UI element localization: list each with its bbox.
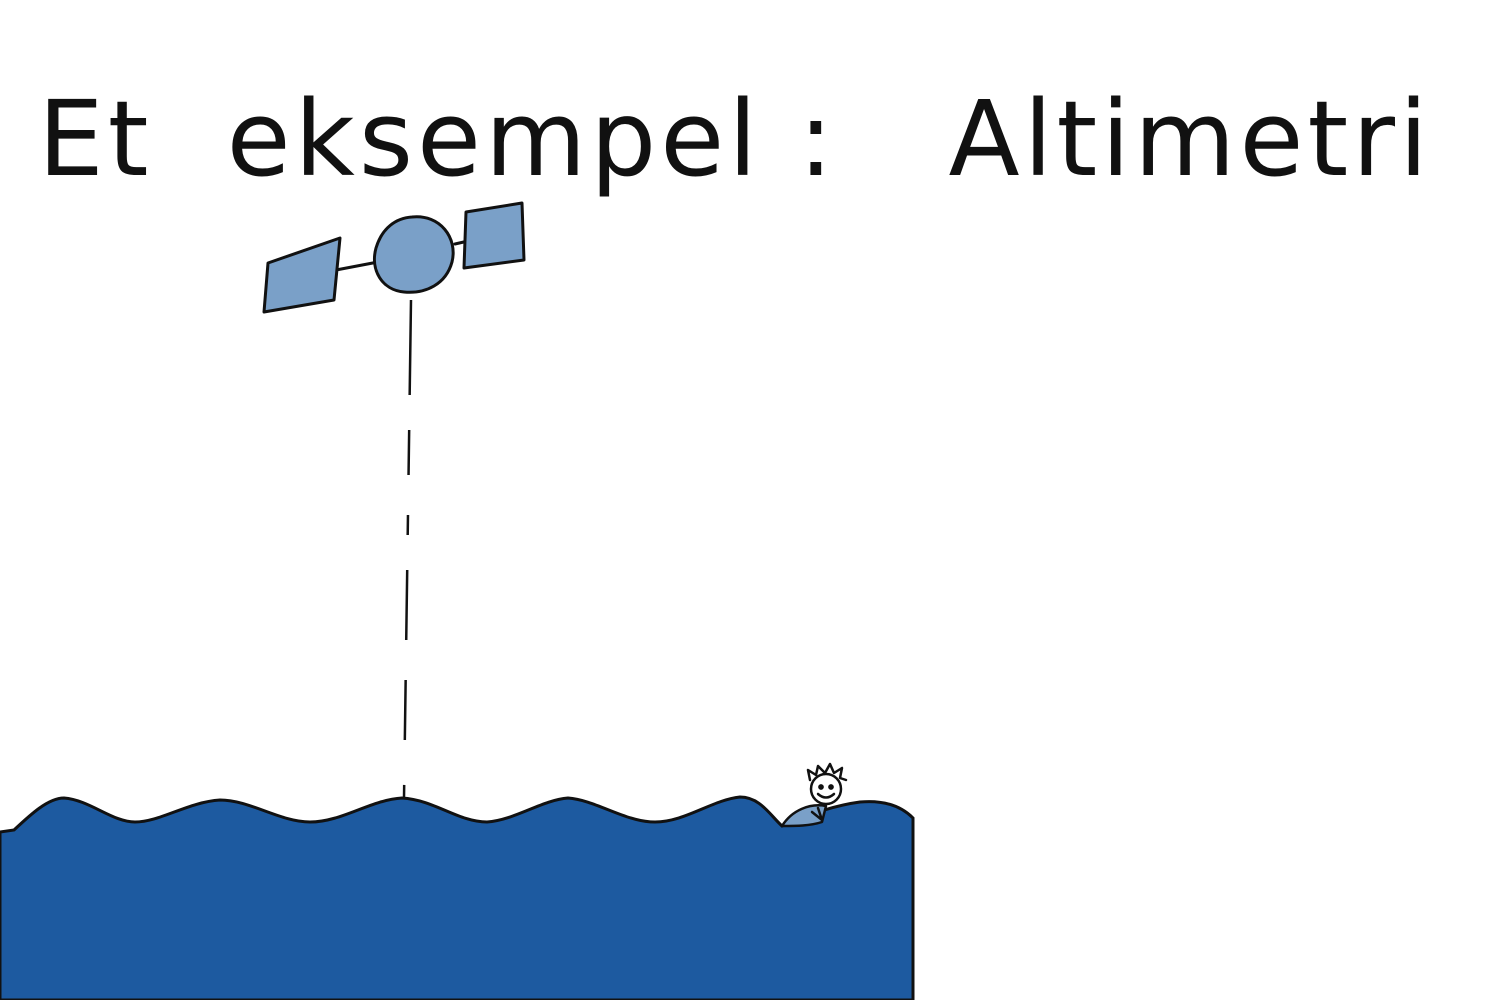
swimmer-icon [780,762,848,828]
swimmer-body [780,804,828,828]
satellite-arm-left [334,260,380,272]
swimmer-eye-right [828,784,834,790]
satellite-icon [262,201,526,314]
sea [0,795,915,1000]
satellite-body [373,215,455,294]
page-title: Et eksempel : Altimetri [38,78,1432,200]
solar-panel-right [462,201,526,270]
swimmer-head [809,772,843,806]
swimmer-eye-left [818,784,824,790]
solar-panel-left [262,236,342,314]
swimmer-arm [810,806,824,822]
swimmer-hair [806,762,848,782]
swimmer-smile [816,792,836,799]
altimeter-beam [402,299,413,799]
